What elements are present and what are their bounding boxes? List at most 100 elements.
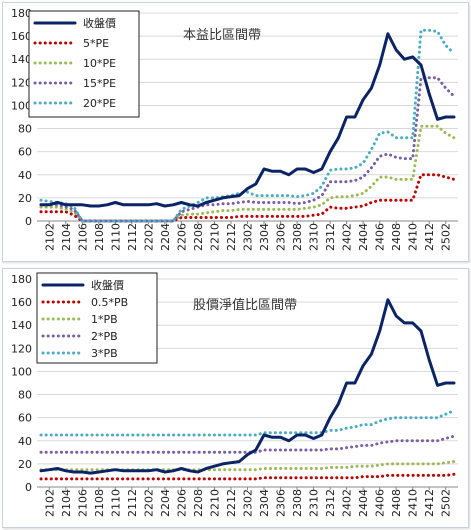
pb-x-tick-label: 2204 bbox=[159, 489, 172, 517]
pb-series-1 bbox=[39, 472, 456, 481]
pe-legend-box bbox=[28, 10, 140, 118]
pb-series-4 bbox=[39, 409, 456, 437]
pe-x-tick-label: 2106 bbox=[76, 223, 89, 251]
pe-series bbox=[39, 28, 456, 223]
pb-x-tick-label: 2412 bbox=[423, 489, 436, 517]
pe-y-tick-label: 40 bbox=[18, 169, 32, 182]
pe-y-tick-label: 20 bbox=[18, 192, 32, 205]
pe-x-tick-label: 2308 bbox=[291, 223, 304, 251]
pb-y-tick-label: 120 bbox=[11, 342, 32, 355]
pe-x-tick-label: 2408 bbox=[390, 223, 403, 251]
pb-x-tick-label: 2112 bbox=[126, 489, 139, 517]
pb-x-tick-label: 2106 bbox=[76, 489, 89, 517]
pb-x-tick-label: 2406 bbox=[374, 489, 387, 517]
pb-y-tick-label: 40 bbox=[18, 435, 32, 448]
pb-x-tick-label: 2402 bbox=[341, 489, 354, 517]
pb-band-chart-panel: 0 20 40 60 80 100 120 140 160 180 2102 2104 2106 2108… bbox=[2, 268, 469, 528]
pe-legend-label-4: 20*PE bbox=[83, 97, 116, 110]
pb-x-tick-label: 2306 bbox=[275, 489, 288, 517]
pb-series bbox=[39, 298, 456, 481]
pe-x-tick-label: 2112 bbox=[126, 223, 139, 251]
pe-y-tick-label: 120 bbox=[11, 76, 32, 89]
pe-series-2 bbox=[39, 124, 456, 223]
pe-band-chart: 0 20 40 60 80 100 120 140 160 180 2102 2104 2106 2108… bbox=[11, 7, 458, 251]
pb-x-tick-label: 2308 bbox=[291, 489, 304, 517]
pb-x-tick-label: 2104 bbox=[60, 489, 73, 517]
pb-x-tick-label: 2210 bbox=[208, 489, 221, 517]
pe-legend-label-3: 15*PE bbox=[83, 77, 116, 90]
pb-x-tick-label: 2404 bbox=[357, 489, 370, 517]
pe-y-tick-label: 160 bbox=[11, 30, 32, 43]
pe-y-tick-label: 0 bbox=[25, 215, 32, 228]
pb-y-tick-label: 140 bbox=[11, 319, 32, 332]
pe-x-tick-label: 2208 bbox=[192, 223, 205, 251]
pb-legend-label-4: 3*PB bbox=[91, 347, 118, 360]
pe-series-4 bbox=[39, 28, 456, 223]
pb-y-tick-label: 180 bbox=[11, 273, 32, 286]
pe-x-tick-label: 2102 bbox=[43, 223, 56, 251]
pb-x-tick-label: 2212 bbox=[225, 489, 238, 517]
pb-x-tick-label: 2502 bbox=[440, 489, 453, 517]
pe-x-tick-label: 2502 bbox=[440, 223, 453, 251]
pb-x-tick-label: 2102 bbox=[43, 489, 56, 517]
pe-y-tick-label: 80 bbox=[18, 123, 32, 136]
pb-x-tick-label: 2304 bbox=[258, 489, 271, 517]
pe-x-tick-label: 2212 bbox=[225, 223, 238, 251]
pe-band-chart-panel: 0 20 40 60 80 100 120 140 160 180 2102 2104 2106 2108… bbox=[2, 2, 469, 262]
pb-y-tick-label: 20 bbox=[18, 458, 32, 471]
pe-x-tick-label: 2210 bbox=[208, 223, 221, 251]
pe-x-tick-label: 2410 bbox=[407, 223, 420, 251]
pe-y-tick-label: 60 bbox=[18, 146, 32, 159]
pe-chart-title: 本益比區間帶 bbox=[183, 28, 261, 43]
pe-x-tick-label: 2312 bbox=[324, 223, 337, 251]
pe-x-tick-label: 2402 bbox=[341, 223, 354, 251]
pb-x-tick-label: 2408 bbox=[390, 489, 403, 517]
pb-x-tick-label: 2206 bbox=[175, 489, 188, 517]
pb-x-tick-label: 2110 bbox=[109, 489, 122, 517]
pe-x-tick-label: 2104 bbox=[60, 223, 73, 251]
pb-series-0 bbox=[39, 298, 456, 475]
pb-x-tick-label: 2310 bbox=[308, 489, 321, 517]
pe-legend: 收盤價 5*PE 10*PE 15*PE 20*PE bbox=[28, 10, 140, 118]
pb-x-tick-label: 2208 bbox=[192, 489, 205, 517]
pe-legend-label-0: 收盤價 bbox=[83, 16, 116, 30]
pb-x-tick-label: 2202 bbox=[142, 489, 155, 517]
pb-y-tick-label: 100 bbox=[11, 365, 32, 378]
pb-chart-title: 股價淨值比區間帶 bbox=[193, 297, 297, 313]
pb-legend-label-0: 收盤價 bbox=[91, 278, 124, 292]
pb-legend-label-3: 2*PB bbox=[91, 330, 118, 343]
pe-x-tick-label: 2202 bbox=[142, 223, 155, 251]
pb-x-tick-label: 2312 bbox=[324, 489, 337, 517]
pe-x-tick-label: 2110 bbox=[109, 223, 122, 251]
pe-x-tick-label: 2306 bbox=[275, 223, 288, 251]
pe-x-tick-label: 2302 bbox=[242, 223, 255, 251]
pb-y-tick-label: 160 bbox=[11, 296, 32, 309]
pb-legend-box bbox=[36, 272, 158, 364]
pe-axes: 0 20 40 60 80 100 120 140 160 180 2102 2104 2106 2108… bbox=[11, 7, 458, 251]
pe-y-tick-label: 100 bbox=[11, 99, 32, 112]
pb-x-tick-label: 2108 bbox=[93, 489, 106, 517]
pe-x-tick-label: 2206 bbox=[175, 223, 188, 251]
pb-legend: 收盤價 0.5*PB 1*PB 2*PB 3*PB bbox=[36, 272, 158, 364]
pb-series-2 bbox=[39, 460, 456, 472]
pe-x-tick-label: 2412 bbox=[423, 223, 436, 251]
pe-legend-label-2: 10*PE bbox=[83, 57, 116, 70]
pb-band-chart: 0 20 40 60 80 100 120 140 160 180 2102 2104 2106 2108… bbox=[11, 272, 458, 517]
pb-legend-label-1: 0.5*PB bbox=[91, 296, 128, 309]
pe-x-tick-label: 2108 bbox=[93, 223, 106, 251]
pb-x-tick-label: 2410 bbox=[407, 489, 420, 517]
pb-y-tick-label: 80 bbox=[18, 389, 32, 402]
pb-axes: 0 20 40 60 80 100 120 140 160 180 2102 2104 2106 2108… bbox=[11, 273, 458, 517]
pb-legend-label-2: 1*PB bbox=[91, 313, 118, 326]
pe-x-tick-label: 2404 bbox=[357, 223, 370, 251]
pe-x-tick-label: 2406 bbox=[374, 223, 387, 251]
pe-legend-label-1: 5*PE bbox=[83, 37, 109, 50]
pb-y-tick-label: 0 bbox=[25, 481, 32, 494]
pb-x-tick-label: 2302 bbox=[242, 489, 255, 517]
pe-x-tick-label: 2310 bbox=[308, 223, 321, 251]
pe-x-tick-label: 2304 bbox=[258, 223, 271, 251]
pe-series-0 bbox=[39, 32, 456, 208]
pe-y-tick-label: 140 bbox=[11, 53, 32, 66]
pe-x-tick-label: 2204 bbox=[159, 223, 172, 251]
pb-y-tick-label: 60 bbox=[18, 412, 32, 425]
